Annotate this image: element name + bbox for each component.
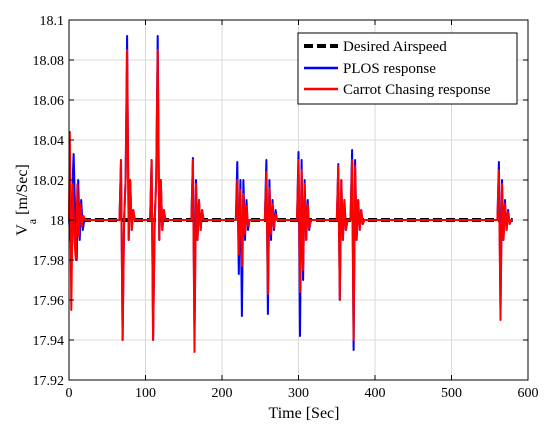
- x-tick-label: 300: [288, 386, 309, 401]
- x-tick-label: 100: [135, 386, 156, 401]
- tick-labels: 0 100 200 300 400 500 600 17.92 17.94 17.96 17.98 1…: [33, 14, 539, 401]
- y-tick-label: 17.94: [33, 334, 65, 349]
- y-tick-label: 17.98: [33, 254, 65, 269]
- series-line-carrot-chasing-response: [68, 49, 513, 353]
- axis-ticks: [68, 19, 529, 381]
- y-tick-label: 18.06: [33, 94, 65, 109]
- legend: Desired Airspeed PLOS response Carrot Ch…: [297, 32, 518, 105]
- y-tick-label: 18.02: [33, 174, 65, 189]
- x-tick-label: 200: [212, 386, 233, 401]
- y-tick-label: 18: [50, 214, 64, 229]
- x-axis-label: Time [Sec]: [269, 405, 340, 422]
- y-tick-label: 18.08: [33, 54, 65, 69]
- y-tick-label: 18.04: [33, 134, 65, 149]
- x-tick-label: 500: [441, 386, 462, 401]
- legend-label-desired: Desired Airspeed: [343, 39, 447, 55]
- y-tick-label: 17.92: [33, 374, 65, 389]
- legend-label-plos: PLOS response: [343, 61, 436, 77]
- y-tick-label: 18.1: [40, 14, 65, 29]
- x-tick-label: 400: [365, 386, 386, 401]
- svg-text:Va[m/Sec]: Va [m/Sec]: [14, 164, 39, 236]
- y-tick-label: 17.96: [33, 294, 65, 309]
- series-layer: [68, 35, 513, 353]
- x-tick-label: 600: [518, 386, 539, 401]
- y-axis-label-unit: [m/Sec]: [14, 164, 31, 215]
- x-tick-label: 0: [66, 386, 73, 401]
- y-axis-label: V: [14, 224, 31, 236]
- y-axis-label-subscript: a: [25, 218, 39, 224]
- y-axis-label-group: Va [m/Sec]: [14, 164, 39, 236]
- legend-label-carrot: Carrot Chasing response: [343, 82, 491, 98]
